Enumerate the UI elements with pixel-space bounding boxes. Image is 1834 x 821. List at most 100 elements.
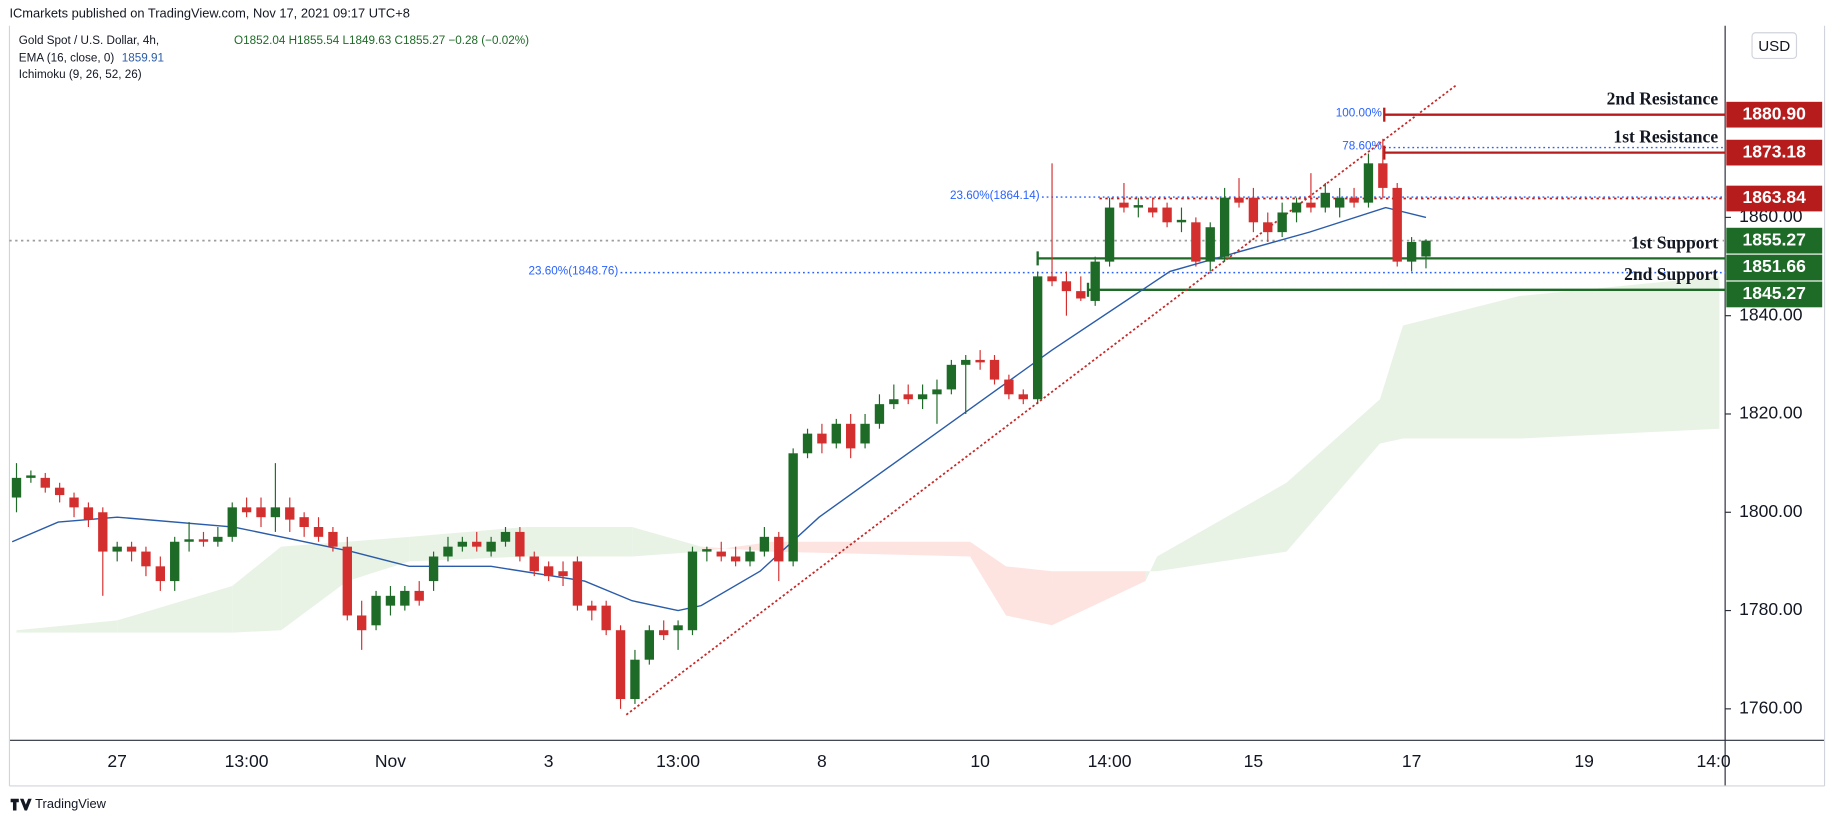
candle-body (155, 566, 166, 582)
price-box (1726, 254, 1823, 281)
candle-body (54, 487, 65, 496)
candle-body (874, 404, 885, 424)
candle-body (817, 433, 827, 444)
candle-body (213, 536, 223, 542)
candle-body (543, 566, 554, 577)
candle-body (1148, 207, 1158, 213)
candle-body (1104, 207, 1115, 262)
candle-body (256, 507, 266, 518)
candle-body (759, 536, 770, 552)
candle-body (802, 433, 813, 454)
candle-body (328, 531, 338, 547)
candle-body (371, 595, 381, 626)
candle-body (1090, 261, 1100, 301)
candle-body (615, 630, 626, 700)
candle-body (1032, 276, 1043, 400)
candle-body (83, 507, 94, 520)
y-tick-label: 1780.00 (1739, 599, 1803, 619)
candle-body (975, 359, 985, 363)
x-tick-label: 13:00 (225, 751, 269, 771)
candle-body (601, 605, 611, 631)
candle-body (1004, 379, 1014, 395)
cloud-segment (232, 546, 282, 633)
candle-body (1263, 222, 1273, 233)
candle-body (1176, 219, 1187, 223)
candle-body (40, 477, 50, 488)
cloud-segment (632, 527, 702, 557)
candle-body (1119, 202, 1129, 208)
candle-body (529, 556, 539, 572)
level-name: 2nd Resistance (1607, 89, 1719, 109)
candle-body (860, 423, 870, 444)
candle-body (241, 507, 252, 513)
candle-body (1162, 207, 1172, 223)
price-box (1726, 227, 1823, 254)
currency[interactable]: USD (1758, 38, 1790, 55)
cloud-segment (281, 541, 348, 631)
cloud-segment (701, 541, 772, 552)
x-tick-label: 3 (544, 751, 554, 771)
candle-body (1219, 197, 1230, 257)
candle-body (745, 551, 755, 562)
trendline (625, 84, 1457, 716)
candle-body (1306, 202, 1316, 208)
candle-body (270, 507, 281, 518)
candle-body (443, 546, 453, 557)
candle-body (313, 527, 324, 537)
candle-body (1234, 197, 1244, 203)
candle-body (774, 536, 784, 562)
candle-body (26, 475, 36, 478)
candle-body (1277, 212, 1287, 233)
x-tick-label: 17 (1402, 751, 1422, 771)
candle-body (299, 517, 309, 528)
cloud-segment (1402, 296, 1520, 439)
candle-body (112, 546, 122, 552)
candle-body (342, 546, 352, 616)
candle-body (1363, 163, 1374, 203)
cloud-segment (1519, 276, 1720, 439)
candle-body (170, 541, 180, 582)
candle-body (1047, 276, 1057, 282)
ichimoku-legend: Ichimoku (9, 26, 52, 26) (19, 68, 142, 81)
candle-body (730, 556, 741, 562)
candle-body (1018, 394, 1028, 400)
candle-body (1248, 197, 1259, 223)
candle-body (227, 507, 237, 537)
candle-body (644, 630, 655, 660)
candle-body (1191, 222, 1201, 262)
price-box-label: 1855.27 (1743, 229, 1806, 249)
candle-body (285, 507, 295, 520)
candle-body (788, 453, 798, 562)
cloud-segment (16, 620, 118, 633)
cloud-segment (1006, 566, 1053, 626)
price-box (1726, 185, 1823, 212)
candle-body (673, 625, 683, 631)
candle-body (126, 546, 137, 552)
candle-body (889, 399, 899, 405)
level-name: 1st Support (1631, 232, 1718, 252)
cloud-segment (1145, 556, 1158, 582)
candle-body (184, 539, 194, 542)
x-tick-label: 8 (817, 751, 827, 771)
ema-legend-value: 1859.91 (122, 52, 164, 65)
candle-body (659, 630, 669, 636)
price-box-label: 1863.84 (1743, 187, 1807, 207)
currency-box[interactable] (1751, 32, 1798, 60)
candle-body (587, 605, 597, 611)
candle-body (69, 497, 79, 508)
y-tick-label: 1820.00 (1739, 403, 1803, 423)
price-box-label: 1851.66 (1743, 256, 1807, 276)
candle-body (903, 394, 913, 400)
price-box (1726, 281, 1823, 308)
cloud-segment (409, 527, 526, 562)
candle-body (357, 615, 367, 631)
level-name: 2nd Support (1624, 264, 1718, 284)
price-box (1726, 101, 1823, 128)
footer-logo (10, 798, 32, 811)
candle-body (831, 423, 841, 444)
candle-body (198, 539, 209, 542)
fib-label: 23.60%(1848.76) (529, 265, 619, 278)
candle-body (457, 541, 468, 547)
ohlc-legend: O1852.04 H1855.54 L1849.63 C1855.27 −0.2… (234, 34, 529, 47)
